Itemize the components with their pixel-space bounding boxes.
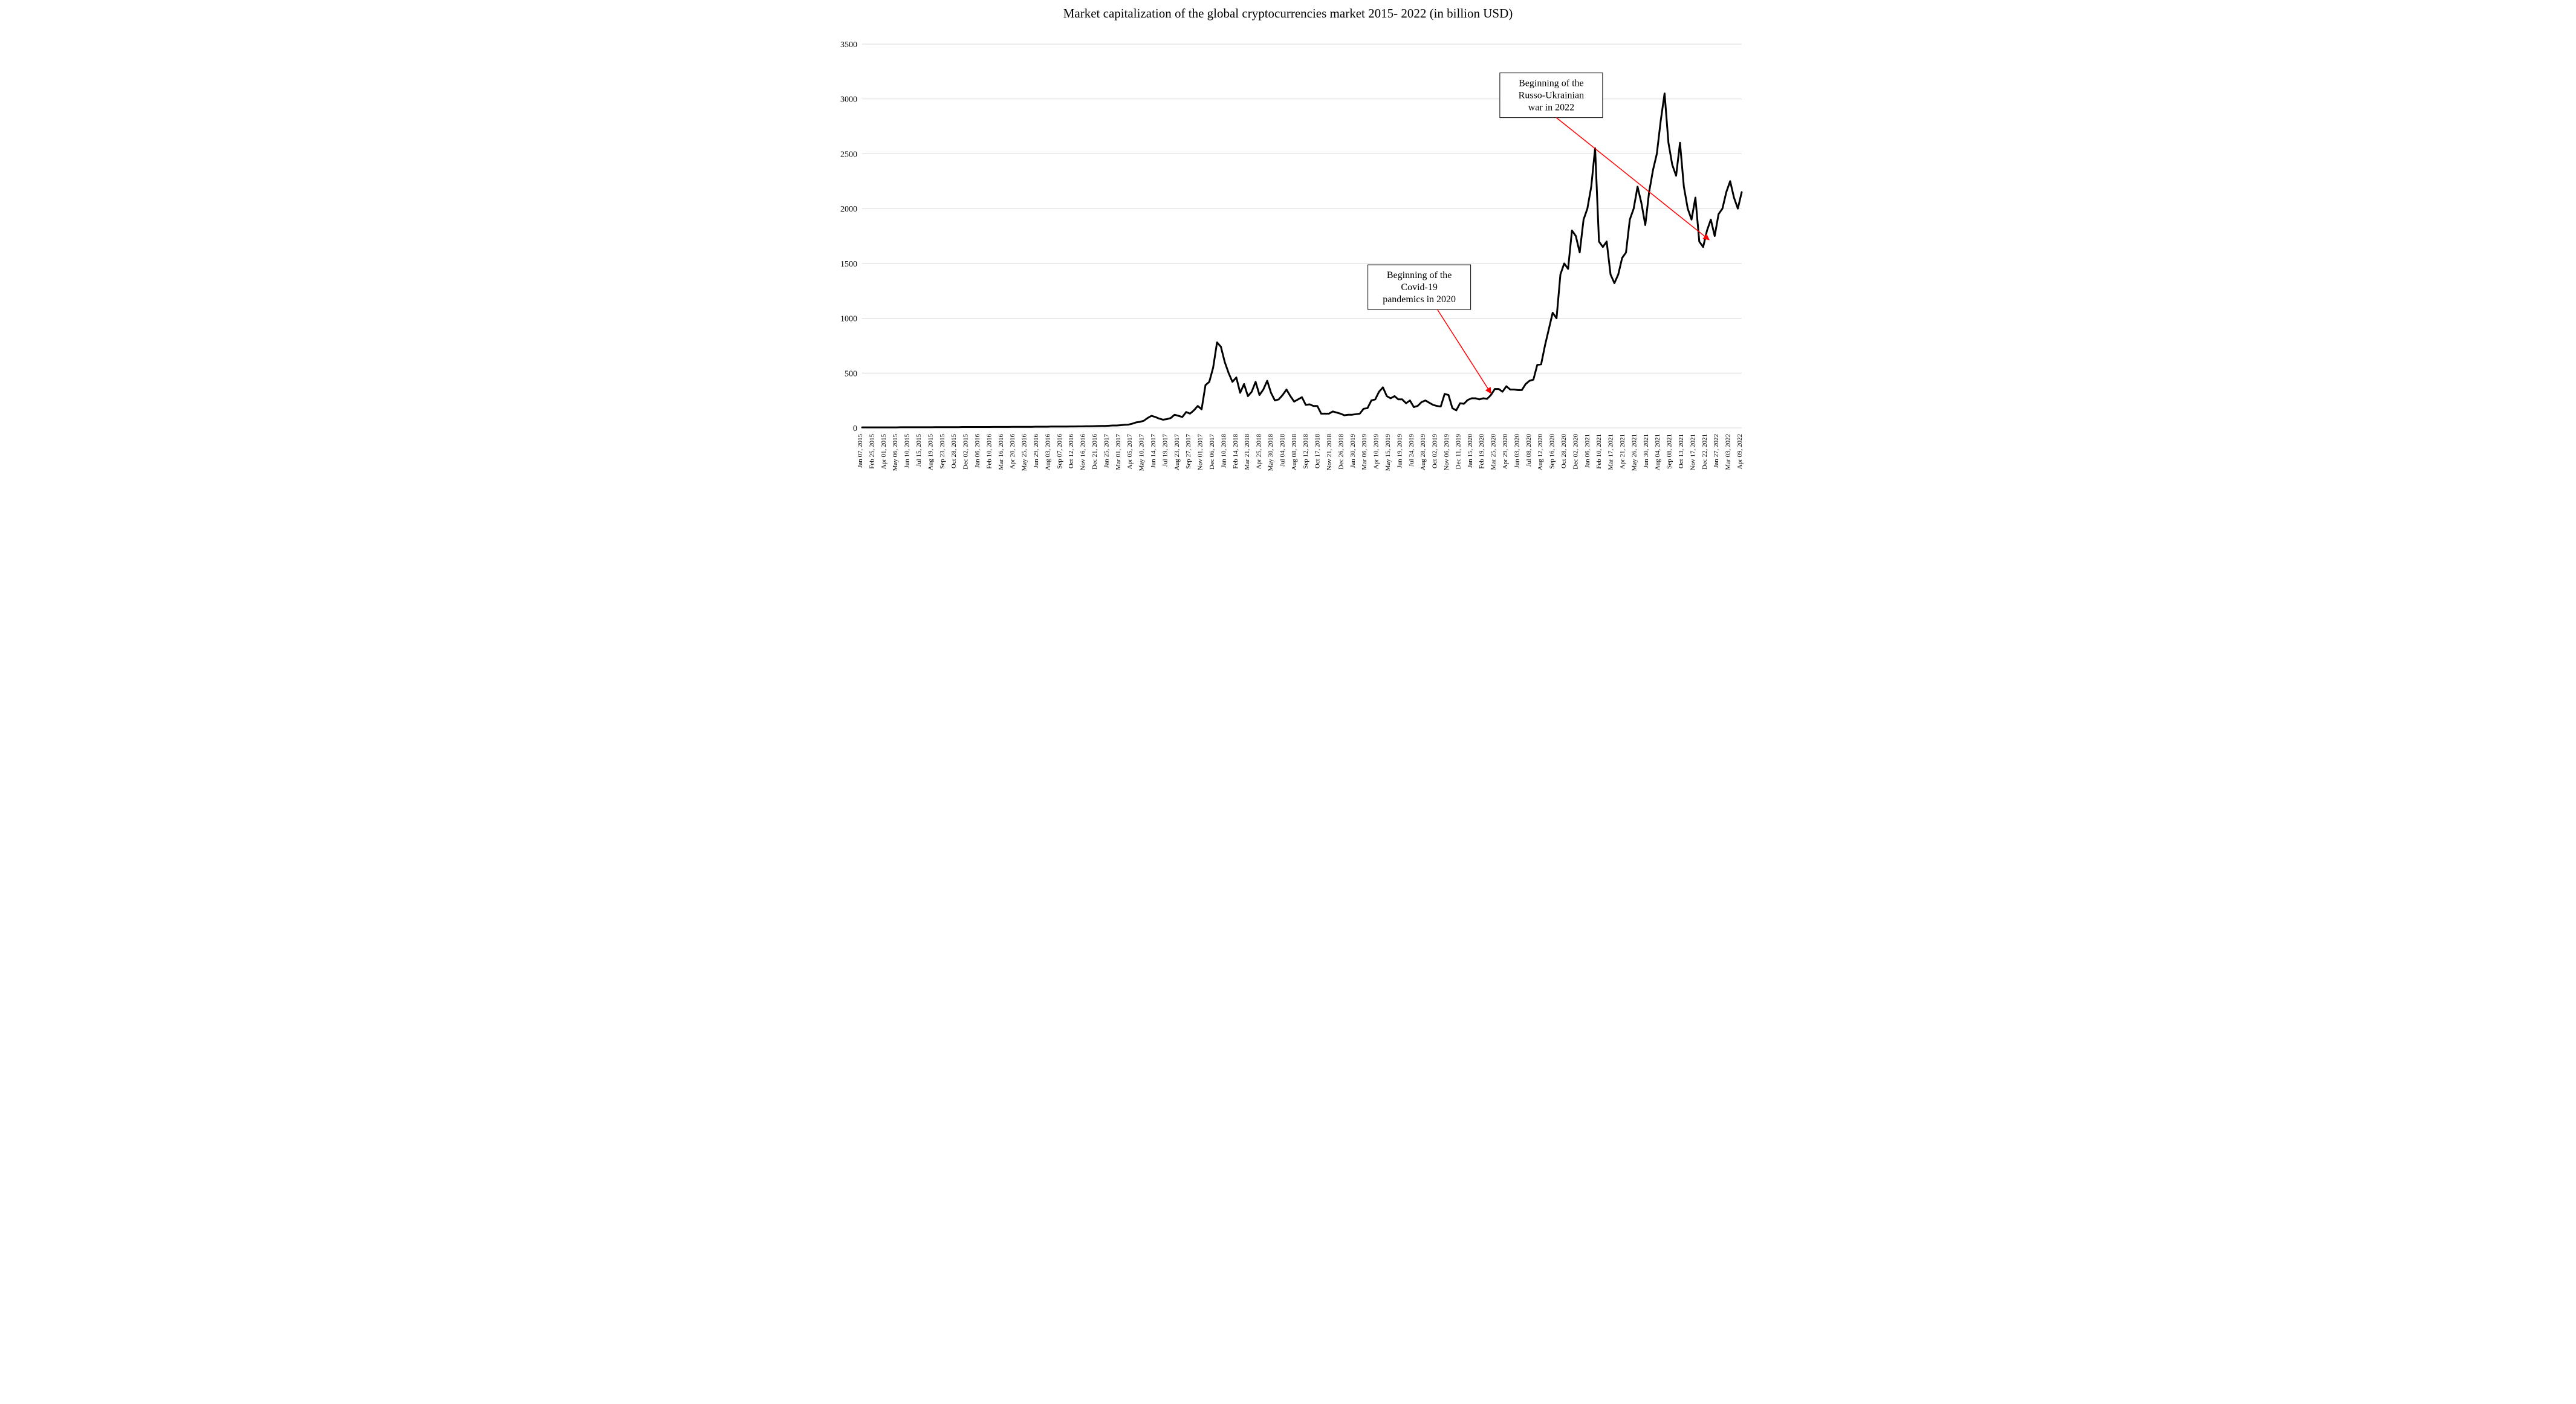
annotation-text-war: Beginning of the [1519,79,1584,89]
x-tick-label: Sep 07, 2016 [1056,434,1063,469]
x-tick-label: Aug 04, 2021 [1654,434,1661,470]
x-tick-label: May 15, 2019 [1384,434,1392,471]
x-tick-label: Apr 21, 2021 [1619,434,1626,469]
y-tick-label: 500 [845,369,857,378]
annotation-text-covid: Beginning of the [1386,270,1452,280]
x-tick-label: Jul 04, 2018 [1279,434,1286,467]
x-tick-label: Apr 25, 2018 [1255,434,1262,470]
x-tick-label: May 25, 2016 [1020,434,1028,471]
x-tick-label: Apr 01, 2015 [880,434,887,470]
x-tick-label: Oct 28, 2020 [1560,434,1568,469]
x-tick-label: May 06, 2015 [892,434,899,471]
x-tick-label: Dec 26, 2018 [1337,434,1345,470]
x-tick-label: Apr 29, 2020 [1502,434,1509,470]
x-tick-label: Sep 12, 2018 [1302,434,1309,469]
x-tick-label: Feb 10, 2021 [1595,434,1603,469]
x-tick-label: Oct 28, 2015 [950,434,958,469]
line-chart-svg: 0 500 1000 1500 2000 2500 3000 3500 Jan 07, 2015… [829,21,1748,499]
x-tick-label: Oct 17, 2018 [1314,434,1321,469]
x-tick-label: May 10, 2017 [1138,434,1145,471]
x-tick-label: Jul 08, 2020 [1525,434,1532,467]
y-tick-label: 1500 [840,260,857,269]
x-tick-label: May 30, 2018 [1267,434,1274,471]
x-tick-label: Aug 03, 2016 [1044,434,1051,471]
x-tick-label: Nov 16, 2016 [1079,434,1086,471]
x-tick-label: Aug 28, 2019 [1419,434,1427,471]
x-tick-label: Jan 15, 2020 [1466,434,1473,468]
x-tick-label: Aug 19, 2015 [927,434,934,471]
annotation-arrow-war [1556,118,1709,240]
x-tick-label: Dec 21, 2016 [1091,434,1098,470]
x-tick-label: Jan 27, 2022 [1713,434,1720,468]
gridlines [862,44,1742,428]
y-tick-label: 2500 [840,150,857,159]
x-tick-label: Jul 15, 2015 [915,434,923,467]
x-tick-label: Nov 01, 2017 [1196,434,1204,471]
x-tick-label: Apr 05, 2017 [1126,434,1134,470]
x-tick-label: Jun 19, 2019 [1396,434,1403,468]
x-tick-label: Jan 25, 2017 [1103,434,1110,468]
chart-title: Market capitalization of the global cryp… [829,6,1748,21]
x-tick-label: Dec 22, 2021 [1701,434,1708,470]
x-tick-label: Jun 10, 2015 [903,434,910,468]
x-tick-label: Aug 08, 2018 [1290,434,1297,471]
x-tick-label: Aug 23, 2017 [1173,434,1180,471]
x-tick-label: Mar 01, 2017 [1114,434,1121,470]
x-tick-label: Mar 21, 2018 [1244,434,1251,470]
x-tick-label: Mar 06, 2019 [1361,434,1368,470]
x-tick-label: Nov 17, 2021 [1689,434,1696,470]
annotation-text-covid: Covid-19 [1401,282,1437,293]
x-tick-label: Jan 07, 2015 [857,434,864,468]
y-tick-label: 2000 [840,205,857,214]
x-tick-label: Oct 12, 2016 [1068,434,1075,469]
x-tick-label: Mar 03, 2022 [1724,434,1731,470]
y-tick-label: 3000 [840,95,857,105]
x-tick-label: Feb 10, 2016 [985,434,993,469]
x-tick-label: Jan 10, 2018 [1220,434,1227,468]
x-tick-label: Sep 08, 2021 [1666,434,1673,469]
x-tick-label: Aug 12, 2020 [1537,434,1544,471]
x-tick-label: Jun 30, 2021 [1642,434,1649,468]
x-tick-label: Oct 13, 2021 [1678,434,1685,468]
annotation-text-covid: pandemics in 2020 [1383,294,1456,305]
x-tick-label: Sep 16, 2020 [1548,434,1556,469]
y-tick-label: 3500 [840,40,857,50]
x-tick-label: Sep 27, 2017 [1185,434,1192,469]
x-tick-label: Jan 06, 2021 [1583,434,1591,468]
x-tick-label: Nov 21, 2018 [1326,434,1333,471]
x-tick-label: Jul 24, 2019 [1407,434,1415,467]
x-tick-label: Apr 10, 2019 [1372,434,1380,470]
annotation-text-war: war in 2022 [1528,103,1574,113]
x-tick-label: Nov 06, 2019 [1443,434,1450,471]
x-tick-label: May 26, 2021 [1630,434,1638,471]
x-tick-label: Jan 30, 2019 [1349,434,1356,468]
chart-container: Market capitalization of the global cryp… [829,0,1748,499]
x-tick-label: Mar 17, 2021 [1607,434,1614,470]
x-tick-label: Feb 25, 2015 [868,434,875,469]
x-tick-label: Mar 16, 2016 [997,434,1004,470]
x-tick-label: Apr 09, 2022 [1736,434,1744,469]
x-tick-label: Dec 11, 2019 [1455,434,1462,470]
x-tick-label: Jul 19, 2017 [1161,434,1169,467]
x-tick-label: Mar 25, 2020 [1490,434,1497,470]
market-cap-line [862,94,1742,428]
x-tick-label: Dec 06, 2017 [1209,434,1216,470]
x-tick-label: Oct 02, 2019 [1431,434,1438,469]
annotation-arrow-covid [1437,309,1491,393]
x-tick-label: Sep 23, 2015 [938,434,946,469]
x-tick-label: Jun 14, 2017 [1150,434,1157,468]
x-tick-label: Feb 19, 2020 [1478,434,1485,469]
x-tick-label: Dec 02, 2015 [962,434,969,470]
x-tick-label: Jun 29, 2016 [1033,434,1040,468]
x-tick-label: Jan 06, 2016 [974,434,981,468]
annotation-text-war: Russo-Ukrainian [1518,91,1583,101]
x-ticks: Jan 07, 2015 Feb 25, 2015 Apr 01, 2015 May … [857,434,1744,471]
y-tick-label: 0 [853,424,857,433]
x-tick-label: Feb 14, 2018 [1231,434,1239,469]
x-tick-label: Dec 02, 2020 [1572,434,1579,470]
x-tick-label: Apr 20, 2016 [1009,434,1016,470]
y-tick-label: 1000 [840,315,857,324]
x-tick-label: Jun 03, 2020 [1513,434,1520,468]
